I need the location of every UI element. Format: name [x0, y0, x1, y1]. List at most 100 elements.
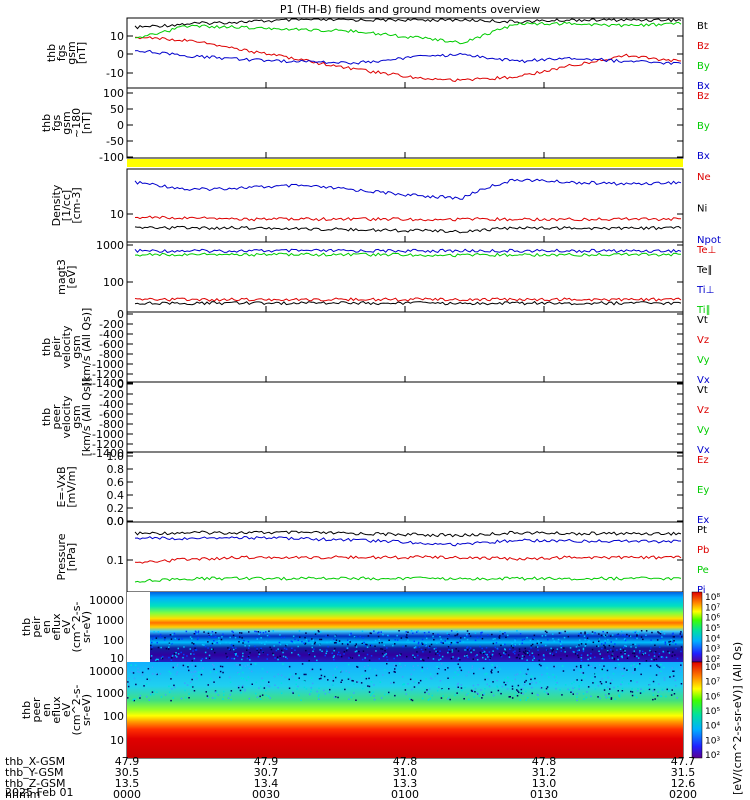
legend-peer_velocity-Vz: Vz [697, 405, 709, 416]
colorbar-tick-label: 10⁴ [705, 722, 720, 732]
y-tick-label: 0 [117, 378, 124, 391]
colorbar-tick-label: 10⁵ [705, 707, 720, 717]
y-axis-label-line: [nT] [75, 42, 88, 64]
y-tick-label: 50 [110, 103, 124, 116]
legend-peer_velocity-Vt: Vt [697, 385, 708, 396]
y-axis-label-line: velocity [60, 325, 73, 368]
y-axis-label-line: peer [50, 404, 63, 430]
y-axis-label-line: eflux [50, 696, 63, 724]
panel-density: 10 Density[1/cc][cm-3] Ne Ni Npot [50, 168, 721, 246]
x-axis-row-label: thb_X-GSM [5, 755, 65, 768]
y-axis-label-line: [km/s (All Qs)] [80, 378, 93, 457]
legend-density-Npot: Npot [697, 235, 721, 246]
x-axis-value: 0100 [391, 788, 419, 800]
y-tick-label: 10 [110, 734, 124, 747]
x-axis-value: 47.8 [393, 755, 418, 768]
legend-peer_velocity-Vy: Vy [697, 425, 710, 436]
legend-pressure-Pt: Pt [697, 525, 707, 536]
y-tick-label: 10 [110, 652, 124, 665]
y-axis-label-line: en [40, 703, 53, 717]
date-label: 2025 Feb 01 [5, 786, 73, 799]
x-axis-value: 31.0 [393, 766, 418, 779]
y-tick-label: 1.0 [107, 450, 125, 463]
y-axis-label-line: sr-eV) [80, 694, 93, 726]
y-axis-label-line: sr-eV) [80, 611, 93, 643]
y-axis-label-line: gsm [60, 111, 73, 134]
colorbar-tick-label: 10³ [705, 645, 720, 655]
y-tick-label: -1400 [92, 447, 124, 460]
y-axis-label-line: [1/cc] [60, 190, 73, 221]
y-axis-label-line: Density [50, 184, 63, 226]
legend-peir_velocity-Vz: Vz [697, 335, 709, 346]
x-axis-value: 47.8 [532, 755, 557, 768]
legend-peir_velocity-Vx: Vx [697, 375, 710, 386]
y-tick-label: -400 [99, 398, 124, 411]
y-tick-label: 0.4 [107, 489, 125, 502]
y-axis-label-line: thb [45, 44, 58, 62]
colorbar-tick-label: 10⁸ [705, 593, 720, 603]
legend-fgs_gsm-By: By [697, 61, 710, 72]
series-pressure-Pe [134, 576, 682, 583]
y-tick-label: 0.6 [107, 476, 125, 489]
x-axis-row-label: hhmm [5, 788, 40, 800]
legend-fgs_gsm-Bx: Bx [697, 81, 710, 92]
y-axis-label-line: peer [30, 697, 43, 723]
series-pressure-Pb [134, 555, 682, 564]
series-temperature-Te⊥ [134, 297, 682, 302]
y-axis-label-line: ~180 [70, 108, 83, 138]
legend-efield-Ez: Ez [697, 455, 709, 466]
panel-peir_velocity: 0-200-400-600-800-1000-1200-1400thbpeirv… [40, 308, 710, 390]
series-fgs_gsm-By [134, 21, 682, 45]
x-axis-value: 13.0 [532, 777, 557, 790]
y-axis-label-line: [cm-3] [70, 187, 83, 223]
x-axis-value: 31.2 [532, 766, 557, 779]
y-axis-label-line: [km/s (All Qs)] [80, 308, 93, 387]
y-tick-label: 10000 [89, 594, 124, 607]
y-axis-label-line: Pressure [55, 533, 68, 580]
series-temperature-Ti∥ [134, 252, 681, 258]
y-tick-label: 100 [103, 710, 124, 723]
x-axis-value: 47.9 [254, 755, 279, 768]
y-tick-label: 100 [103, 87, 124, 100]
y-tick-label: 0.1 [107, 554, 125, 567]
x-axis-value: 13.3 [393, 777, 418, 790]
colorbar-label: [eV/(cm^2-s-sr-eV)] (All Qs) [731, 642, 744, 795]
colorbar-tick-label: 10⁷ [705, 678, 720, 688]
y-tick-label: 1000 [96, 614, 124, 627]
y-tick-label: 0.0 [107, 515, 125, 528]
legend-fgs_gsm_r180-By: By [697, 121, 710, 132]
panel-pressure: 0.0 0.1 Pressure[nPa] Pt Pb Pe Pi [55, 515, 709, 596]
y-axis-label-line: gsm [65, 41, 78, 64]
y-tick-label: -1000 [92, 358, 124, 371]
legend-density-Ni: Ni [697, 204, 707, 215]
y-tick-label: 100 [103, 634, 124, 647]
series-pressure-Pt [134, 530, 682, 538]
y-tick-label: 10 [110, 208, 124, 221]
x-axis-value: 13.4 [254, 777, 279, 790]
x-axis-value: 0030 [252, 788, 280, 800]
x-axis-value: 12.6 [671, 777, 696, 790]
x-axis-value: 13.5 [115, 777, 140, 790]
series-fgs_gsm-Bt [134, 18, 682, 30]
legend-temperature-Te⊥: Te⊥ [696, 245, 716, 256]
y-tick-label: 0 [117, 48, 124, 61]
colorbar-tick-label: 10⁴ [705, 634, 720, 644]
colorbar-tick-label: 10⁷ [705, 603, 720, 613]
y-axis-label-line: [nPa] [65, 543, 78, 571]
quality-flag-bar [127, 159, 683, 167]
legend-peir_velocity-Vy: Vy [697, 355, 710, 366]
y-tick-label: -800 [99, 418, 124, 431]
y-tick-label: 100 [103, 276, 124, 289]
y-tick-label: -1400 [92, 377, 124, 390]
x-axis-value: 0200 [669, 788, 697, 800]
series-density-Npot [134, 178, 682, 200]
y-tick-label: 0 [117, 119, 124, 132]
y-axis-label-line: (cm^2-s- [70, 602, 83, 653]
y-tick-label: -600 [99, 338, 124, 351]
colorbar-tick-label: 10² [705, 655, 720, 665]
legend-fgs_gsm_r180-Bx: Bx [697, 151, 710, 162]
y-axis-label-line: [mV/m] [65, 466, 78, 507]
panel-frame [126, 381, 684, 453]
y-tick-label: -200 [99, 388, 124, 401]
